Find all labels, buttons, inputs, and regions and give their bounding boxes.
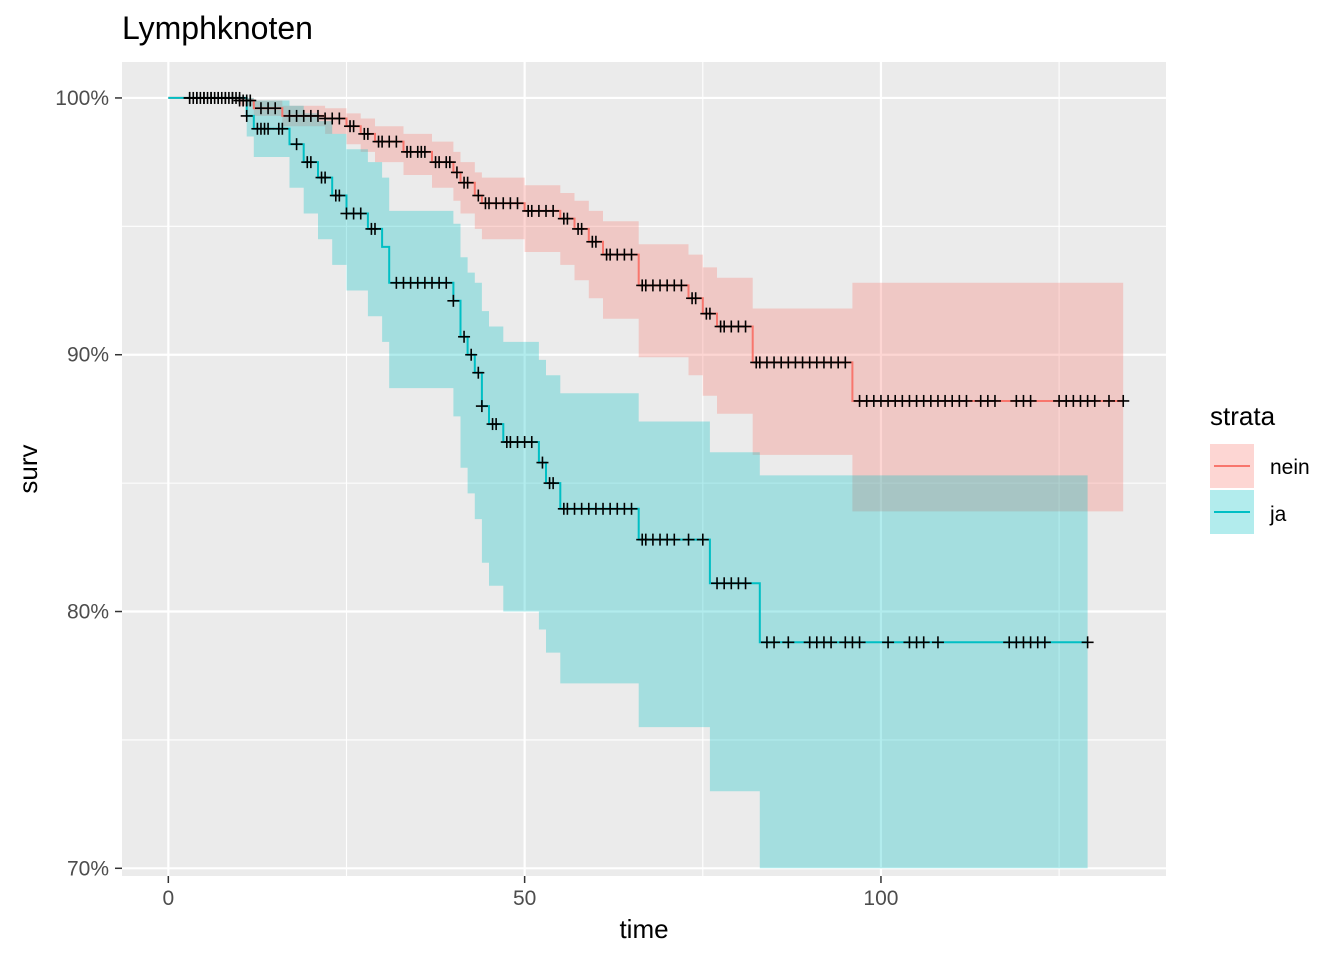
confidence-band-ja <box>168 97 1088 869</box>
legend-item-ja: ja <box>1210 490 1287 534</box>
y-tick-label: 100% <box>55 87 109 110</box>
censor-mark-ja <box>682 533 695 546</box>
legend-title: strata <box>1210 401 1276 431</box>
censor-mark-ja <box>625 502 638 515</box>
censor-mark-nein <box>333 112 346 125</box>
legend-label-ja: ja <box>1269 503 1287 526</box>
censor-mark-ja <box>440 276 453 289</box>
censor-mark-nein <box>311 109 324 122</box>
censor-mark-ja <box>853 636 866 649</box>
censor-mark-ja <box>1038 636 1051 649</box>
censor-mark-nein <box>390 135 403 148</box>
censor-mark-nein <box>960 394 973 407</box>
censor-mark-nein <box>269 102 282 115</box>
censor-mark-ja <box>668 533 681 546</box>
censor-mark-nein <box>461 176 474 189</box>
y-tick-label: 70% <box>67 857 109 880</box>
x-tick-label: 50 <box>513 887 536 910</box>
censor-mark-ja <box>931 636 944 649</box>
legend-item-nein: nein <box>1210 444 1310 488</box>
censor-mark-nein <box>361 127 374 140</box>
censor-mark-ja <box>547 477 560 490</box>
censor-mark-ja <box>525 436 538 449</box>
censor-mark-nein <box>675 279 688 292</box>
confidence-band-nein <box>168 97 1124 512</box>
censor-mark-ja <box>768 636 781 649</box>
censor-mark-nein <box>1088 394 1101 407</box>
censor-mark-nein <box>703 307 716 320</box>
censor-mark-nein <box>739 320 752 333</box>
censor-mark-ja <box>368 222 381 235</box>
legend: strata nein ja <box>1210 401 1310 534</box>
censor-mark-ja <box>536 456 549 469</box>
censor-mark-ja <box>882 636 895 649</box>
confidence-bands <box>168 97 1124 869</box>
censor-mark-ja <box>319 171 332 184</box>
censor-mark-ja <box>447 294 460 307</box>
censor-mark-nein <box>511 197 524 210</box>
x-axis-title: time <box>619 914 668 944</box>
censor-mark-ja <box>782 636 795 649</box>
censor-mark-ja <box>276 122 289 135</box>
y-axis-title: surv <box>13 444 43 493</box>
censor-mark-nein <box>547 204 560 217</box>
major-gridlines <box>122 62 1166 876</box>
legend-label-nein: nein <box>1270 456 1310 479</box>
censor-mark-ja <box>333 189 346 202</box>
censor-mark-ja <box>696 533 709 546</box>
censor-mark-ja <box>233 91 246 104</box>
censor-mark-ja <box>472 366 485 379</box>
censor-mark-ja <box>465 348 478 361</box>
censor-mark-ja <box>354 207 367 220</box>
y-tick-label: 80% <box>67 601 109 624</box>
censor-mark-nein <box>418 145 431 158</box>
censor-mark-nein <box>988 394 1001 407</box>
x-axis: 0 50 100 <box>162 876 898 910</box>
censor-marks <box>183 91 1130 649</box>
censor-mark-ja <box>917 636 930 649</box>
y-axis: 70% 80% 90% 100% <box>55 87 122 880</box>
censor-mark-nein <box>625 248 638 261</box>
censor-mark-nein <box>839 356 852 369</box>
censor-mark-nein <box>575 222 588 235</box>
censor-mark-ja <box>290 138 303 151</box>
censor-mark-nein <box>472 189 485 202</box>
censor-mark-ja <box>475 400 488 413</box>
censor-mark-ja <box>490 418 503 431</box>
censor-mark-nein <box>561 212 574 225</box>
censor-mark-ja <box>304 156 317 169</box>
censor-mark-nein <box>589 235 602 248</box>
chart-title: Lymphknoten <box>122 10 313 46</box>
censor-mark-ja <box>458 330 471 343</box>
censor-mark-nein <box>450 166 463 179</box>
x-tick-label: 0 <box>162 887 174 910</box>
censor-mark-nein <box>347 120 360 133</box>
censor-mark-nein <box>443 156 456 169</box>
y-tick-label: 90% <box>67 344 109 367</box>
censor-mark-nein <box>1102 394 1115 407</box>
censor-mark-nein <box>244 94 257 107</box>
censor-mark-ja <box>1081 636 1094 649</box>
censor-mark-nein <box>1117 394 1130 407</box>
censor-mark-ja <box>825 636 838 649</box>
x-tick-label: 100 <box>863 887 898 910</box>
censor-mark-ja <box>739 577 752 590</box>
censor-mark-nein <box>1024 394 1037 407</box>
censor-mark-nein <box>689 292 702 305</box>
censor-mark-ja <box>262 122 275 135</box>
censor-mark-ja <box>240 109 253 122</box>
survival-line-ja <box>168 96 1088 644</box>
